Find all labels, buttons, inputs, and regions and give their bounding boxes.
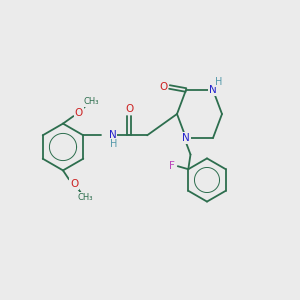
Text: O: O [75, 107, 83, 118]
Text: O: O [159, 82, 168, 92]
Text: O: O [70, 179, 79, 189]
Text: O: O [125, 104, 133, 114]
Text: CH₃: CH₃ [84, 97, 99, 106]
Text: N: N [109, 130, 116, 140]
Text: CH₃: CH₃ [77, 193, 93, 202]
Text: H: H [110, 139, 117, 149]
Text: F: F [169, 161, 175, 171]
Text: H: H [215, 76, 222, 87]
Text: N: N [182, 133, 190, 143]
Text: N: N [209, 85, 217, 95]
